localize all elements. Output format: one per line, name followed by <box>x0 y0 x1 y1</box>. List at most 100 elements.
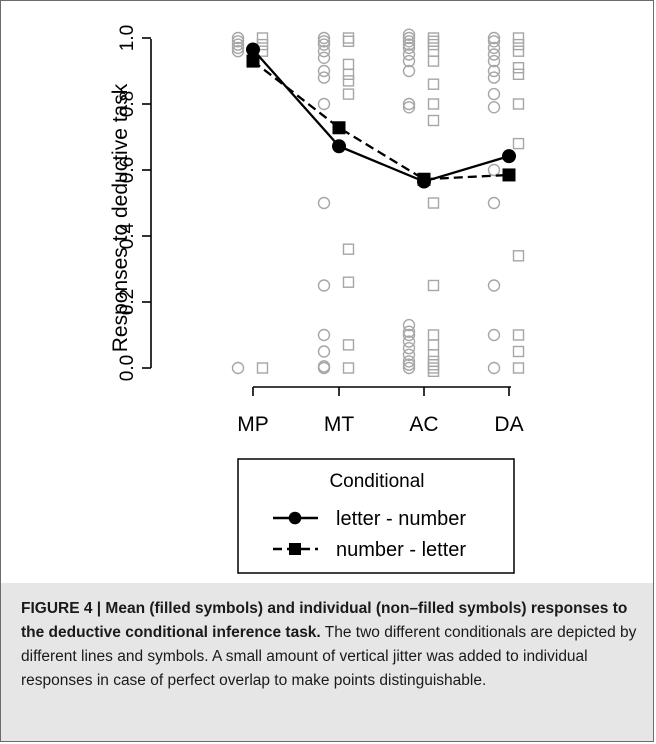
mean-point-square <box>502 168 516 182</box>
individual-point-square <box>427 355 440 368</box>
individual-point-circle <box>402 348 416 361</box>
individual-point-circle <box>317 38 331 51</box>
individual-points <box>231 28 525 377</box>
x-tick-label: DA <box>494 413 523 436</box>
individual-point-circle <box>402 101 416 114</box>
individual-point-square <box>427 35 440 47</box>
individual-point-circle <box>402 325 416 338</box>
individual-point-circle <box>231 38 245 51</box>
individual-point-circle <box>487 328 501 342</box>
individual-point-square <box>427 55 440 67</box>
individual-point-circle <box>487 87 501 101</box>
individual-point-circle <box>317 51 331 64</box>
individual-point-circle <box>231 41 245 55</box>
individual-point-circle <box>487 41 501 55</box>
x-ticks: MP MT AC DA <box>237 387 524 436</box>
individual-point-square <box>512 38 525 51</box>
individual-point-circle <box>402 28 416 41</box>
legend-marker-letter-number <box>288 511 302 525</box>
individual-point-square <box>342 339 355 351</box>
individual-point-circle <box>487 48 501 61</box>
individual-point-circle <box>402 64 416 78</box>
x-tick-label: MT <box>324 413 354 436</box>
individual-point-square <box>427 114 440 127</box>
individual-point-square <box>342 243 355 255</box>
individual-point-circle <box>317 35 331 48</box>
series-line <box>252 48 510 183</box>
individual-point-circle <box>402 41 416 55</box>
individual-point-square <box>427 339 440 351</box>
individual-point-square <box>427 362 440 374</box>
individual-point-square <box>512 137 525 150</box>
individual-point-circle <box>487 54 501 68</box>
individual-point-square <box>512 329 525 341</box>
individual-point-square <box>512 62 525 74</box>
individual-point-square <box>342 88 355 100</box>
individual-point-square <box>512 362 525 374</box>
mean-lines <box>252 48 510 183</box>
mean-point-circle <box>502 149 516 164</box>
individual-point-square <box>512 98 525 110</box>
individual-point-circle <box>317 97 331 111</box>
individual-point-circle <box>402 54 416 68</box>
individual-point-square <box>427 329 440 341</box>
y-tick-label: 1.0 <box>117 25 138 51</box>
individual-point-circle <box>402 38 416 51</box>
individual-point-square <box>342 68 355 81</box>
individual-point-square <box>427 279 440 292</box>
y-axis-label: Responses to deductive task <box>109 83 132 352</box>
individual-point-circle <box>487 101 501 114</box>
individual-point-square <box>342 362 355 374</box>
y-tick-label: 0.6 <box>117 157 138 183</box>
y-tick-label: 0.0 <box>117 355 138 381</box>
individual-point-square <box>342 276 355 288</box>
mean-point-square <box>246 54 260 68</box>
individual-point-square <box>427 32 440 44</box>
legend-label-letter-number: letter - number <box>336 508 466 530</box>
individual-point-square <box>427 78 440 90</box>
individual-point-circle <box>402 328 416 342</box>
individual-point-square <box>256 362 269 374</box>
individual-point-circle <box>487 361 501 375</box>
individual-point-square <box>512 68 525 81</box>
legend-label-number-letter: number - letter <box>336 539 466 561</box>
individual-point-square <box>342 58 355 71</box>
individual-point-square <box>427 359 440 371</box>
individual-point-circle <box>487 64 501 78</box>
y-tick-label: 0.2 <box>117 289 138 315</box>
individual-point-square <box>512 250 525 262</box>
x-tick-label: MP <box>237 413 269 436</box>
individual-point-square <box>427 38 440 51</box>
individual-point-square <box>427 197 440 209</box>
individual-point-circle <box>487 163 501 177</box>
y-tick-label: 0.8 <box>117 91 138 117</box>
plot-area: 0.0 0.2 0.4 0.6 0.8 1.0 MP MT AC DA Responses to… <box>109 25 525 436</box>
individual-point-circle <box>317 345 331 358</box>
individual-point-circle <box>402 48 416 61</box>
individual-point-circle <box>402 355 416 368</box>
individual-point-circle <box>317 31 331 45</box>
individual-point-square <box>342 32 355 44</box>
individual-point-circle <box>317 196 331 210</box>
individual-point-circle <box>317 64 331 78</box>
individual-point-circle <box>402 361 416 375</box>
individual-point-square <box>342 35 355 47</box>
individual-point-square <box>427 365 440 377</box>
individual-point-circle <box>402 335 416 348</box>
individual-point-square <box>427 98 440 110</box>
individual-point-circle <box>317 360 331 373</box>
mean-points <box>246 42 516 189</box>
legend-marker-number-letter <box>289 543 301 555</box>
individual-point-square <box>512 45 525 57</box>
individual-point-square <box>512 345 525 358</box>
individual-point-circle <box>487 196 501 210</box>
individual-point-circle <box>487 35 501 48</box>
mean-point-circle <box>246 42 260 57</box>
caption: FIGURE 4 | Mean (filled symbols) and ind… <box>1 583 653 741</box>
individual-point-circle <box>231 361 245 375</box>
individual-point-circle <box>231 35 245 48</box>
individual-point-circle <box>402 342 416 355</box>
individual-point-circle <box>402 318 416 332</box>
individual-point-circle <box>402 97 416 111</box>
mean-point-square <box>332 121 346 135</box>
